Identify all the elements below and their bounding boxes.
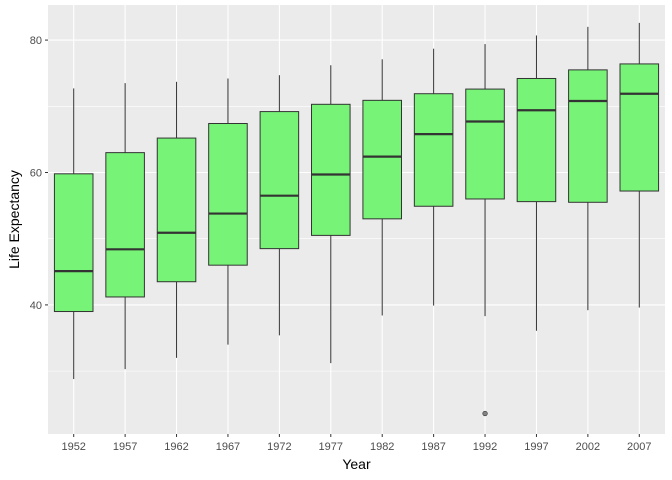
outlier-point: [482, 410, 488, 417]
box-1967: [208, 78, 248, 345]
box-2002: [568, 26, 608, 311]
box-iqr: [259, 111, 300, 250]
box-1957: [105, 83, 145, 370]
y-tick-label: 80: [30, 35, 42, 47]
x-tick-label: 1997: [524, 441, 548, 453]
box-iqr: [362, 99, 402, 220]
minor-gridlines: [48, 106, 665, 372]
box-iqr: [156, 137, 197, 283]
y-tick-label: 60: [30, 167, 42, 179]
box-1982: [362, 59, 402, 316]
box-iqr: [516, 77, 557, 203]
x-tick-label: 1967: [216, 441, 240, 453]
x-axis-title: Year: [342, 456, 371, 472]
x-tick-label: 1977: [319, 441, 343, 453]
box-1972: [259, 75, 300, 336]
x-tick-label: 1962: [164, 441, 188, 453]
x-tick-label: 1972: [267, 441, 291, 453]
box-1992: [465, 44, 505, 417]
box-1997: [516, 35, 557, 331]
x-axis-ticks: 1952 1957 1962 1967 1972 1977 1982 1987 1992 1997…: [61, 434, 652, 453]
box-1952: [53, 88, 94, 380]
box-1962: [156, 81, 197, 358]
box-2007: [619, 22, 660, 308]
box-iqr: [413, 93, 454, 207]
box-1987: [413, 48, 454, 306]
x-tick-label: 1987: [421, 441, 445, 453]
box-iqr: [105, 152, 145, 298]
box-iqr: [311, 103, 351, 236]
x-tick-label: 1957: [113, 441, 137, 453]
plot-panel: [48, 5, 665, 434]
y-tick-label: 40: [30, 300, 42, 312]
box-iqr: [208, 123, 248, 266]
x-tick-label: 1982: [370, 441, 394, 453]
box-iqr: [53, 173, 94, 313]
boxes-layer: [53, 22, 660, 417]
box-iqr: [568, 69, 608, 203]
x-tick-label: 1952: [61, 441, 85, 453]
y-axis-ticks: 40 60 80: [30, 35, 48, 312]
y-axis-title: Life Expectancy: [6, 170, 22, 269]
box-1977: [311, 65, 351, 364]
x-tick-label: 2007: [627, 441, 651, 453]
box-iqr: [465, 88, 505, 200]
box-iqr: [619, 63, 660, 192]
x-tick-label: 2002: [576, 441, 600, 453]
x-tick-label: 1992: [473, 441, 497, 453]
